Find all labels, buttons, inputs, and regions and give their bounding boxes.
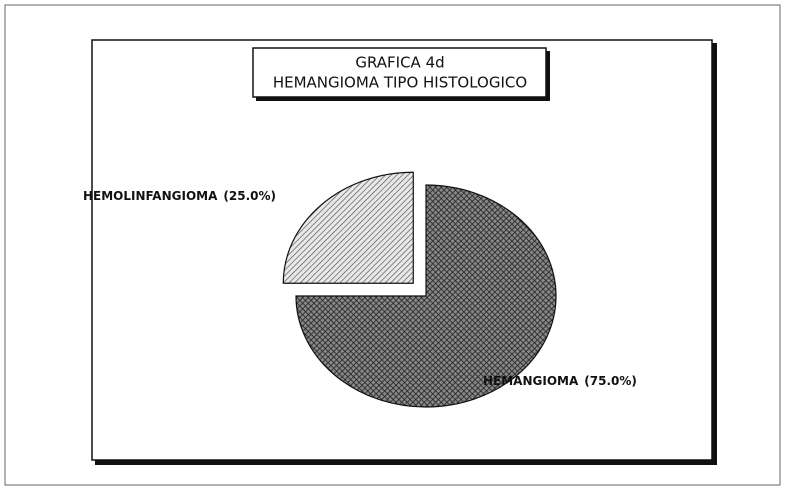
chart-title: GRAFICA 4d <box>355 54 444 72</box>
slice-value-label: (25.0%) <box>223 189 276 203</box>
slice-value-label: (75.0%) <box>584 374 637 388</box>
title-box <box>252 47 547 98</box>
chart-title: HEMANGIOMA TIPO HISTOLOGICO <box>273 74 527 92</box>
slice-label: HEMANGIOMA (75.0%) <box>483 374 637 388</box>
slice-label: HEMOLINFANGIOMA (25.0%) <box>83 189 276 203</box>
slice-category: HEMANGIOMA <box>483 374 579 388</box>
pie-slice <box>295 184 557 408</box>
pie-slice <box>282 171 414 284</box>
slice-category: HEMOLINFANGIOMA <box>83 189 218 203</box>
page-frame <box>4 4 781 486</box>
